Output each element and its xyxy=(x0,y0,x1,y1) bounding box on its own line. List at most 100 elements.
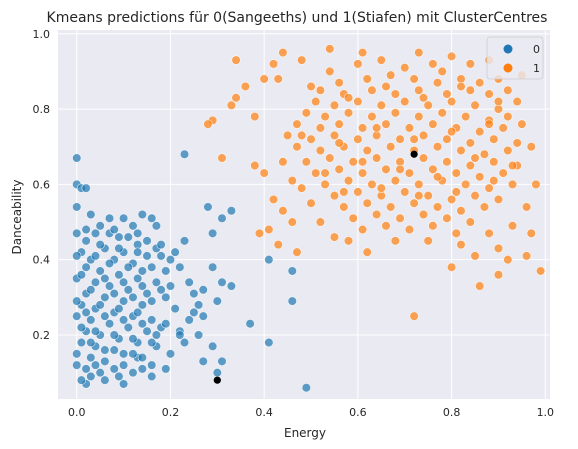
series-0-point xyxy=(95,368,105,378)
series-0-point xyxy=(142,326,152,336)
cluster-centres xyxy=(213,150,418,384)
series-0-point xyxy=(118,213,129,223)
series-0-point xyxy=(198,356,208,366)
series-0-point xyxy=(81,236,91,246)
series-0-point xyxy=(184,277,194,287)
series-0-point xyxy=(133,307,143,317)
series-0-point xyxy=(198,285,208,295)
series-1-point xyxy=(357,47,368,58)
cluster-centre-point xyxy=(410,150,418,158)
series-1-point xyxy=(376,100,386,110)
series-0-point xyxy=(264,255,274,265)
series-1-point xyxy=(231,93,241,103)
series-1-point xyxy=(489,134,499,144)
series-1-point xyxy=(526,142,536,152)
series-1-point xyxy=(470,100,480,110)
series-0-point xyxy=(133,228,143,238)
series-1-point xyxy=(432,202,443,212)
series-1-point xyxy=(409,134,419,144)
series-1-point xyxy=(367,85,377,95)
y-tick-label: 0.4 xyxy=(33,254,51,267)
series-0-point xyxy=(156,251,166,261)
y-tick-label: 1.0 xyxy=(33,28,51,41)
series-1-point xyxy=(395,134,405,144)
series-0-point xyxy=(128,349,138,359)
series-1-point xyxy=(409,74,419,84)
series-0-point xyxy=(72,311,82,321)
series-1-point xyxy=(470,251,480,261)
series-0-point xyxy=(104,258,115,269)
series-1-point xyxy=(320,179,330,189)
series-1-point xyxy=(442,134,452,144)
series-1-point xyxy=(456,81,466,92)
series-1-point xyxy=(259,74,269,84)
series-0-point xyxy=(114,243,124,253)
series-1-point xyxy=(301,108,311,118)
series-0-point xyxy=(147,371,157,382)
series-1-point xyxy=(437,66,447,77)
series-1-point xyxy=(536,266,546,276)
series-1-point xyxy=(414,85,424,95)
series-0-point xyxy=(217,277,227,287)
series-1-point xyxy=(273,74,283,84)
series-0-point xyxy=(170,304,180,314)
series-0-point xyxy=(142,288,152,299)
series-1-point xyxy=(418,130,429,141)
series-0-point xyxy=(179,236,190,246)
series-0-point xyxy=(137,281,147,291)
series-1-point xyxy=(475,127,485,137)
series-0-point xyxy=(133,273,143,284)
legend-label-1: 1 xyxy=(533,62,540,75)
series-1-point xyxy=(297,55,307,65)
series-1-point xyxy=(390,89,400,99)
series-1-point xyxy=(292,247,302,257)
series-1-point xyxy=(493,270,504,280)
series-0-point xyxy=(72,296,82,306)
series-1-point xyxy=(217,153,227,163)
series-1-point xyxy=(329,100,340,110)
series-1-point xyxy=(428,119,438,129)
series-1-point xyxy=(250,112,260,122)
legend-marker-0 xyxy=(503,44,513,54)
series-0-point xyxy=(72,228,82,238)
series-1-point xyxy=(329,130,340,141)
series-0-point xyxy=(114,304,124,314)
series-1-point xyxy=(456,240,466,250)
series-0-point xyxy=(161,266,171,276)
series-1-point xyxy=(339,202,349,212)
series-1-point xyxy=(353,187,363,197)
series-0-point xyxy=(114,270,124,280)
series-1-point xyxy=(451,228,461,238)
series-0-point xyxy=(179,149,190,159)
series-0-point xyxy=(100,292,110,302)
legend-box xyxy=(486,36,544,80)
series-1-point xyxy=(526,228,536,238)
series-1-point xyxy=(390,236,400,246)
series-1-point xyxy=(447,96,457,107)
series-1-point xyxy=(325,44,335,54)
series-1-point xyxy=(507,160,518,171)
series-1-point xyxy=(531,179,541,189)
series-1-point xyxy=(498,168,508,178)
series-0-point xyxy=(264,337,274,348)
series-0-point xyxy=(104,281,115,291)
series-0-point xyxy=(123,322,133,333)
series-1-point xyxy=(278,157,288,167)
series-1-point xyxy=(475,78,485,88)
series-1-point xyxy=(503,145,513,156)
series-0-point xyxy=(109,330,119,340)
series-0-point xyxy=(95,300,105,310)
series-1-point xyxy=(362,145,372,156)
series-1-point xyxy=(456,145,466,156)
series-0-point xyxy=(100,345,110,355)
x-tick-label: 0.2 xyxy=(162,406,180,419)
series-1-point xyxy=(268,59,279,69)
series-1-point xyxy=(409,198,419,208)
series-0-point xyxy=(100,273,110,284)
x-tick-label: 0.0 xyxy=(68,406,86,419)
series-0-point xyxy=(128,221,138,231)
series-1-point xyxy=(390,108,400,118)
series-1-point xyxy=(325,153,335,163)
series-1-point xyxy=(451,187,461,197)
series-1-point xyxy=(498,123,508,133)
